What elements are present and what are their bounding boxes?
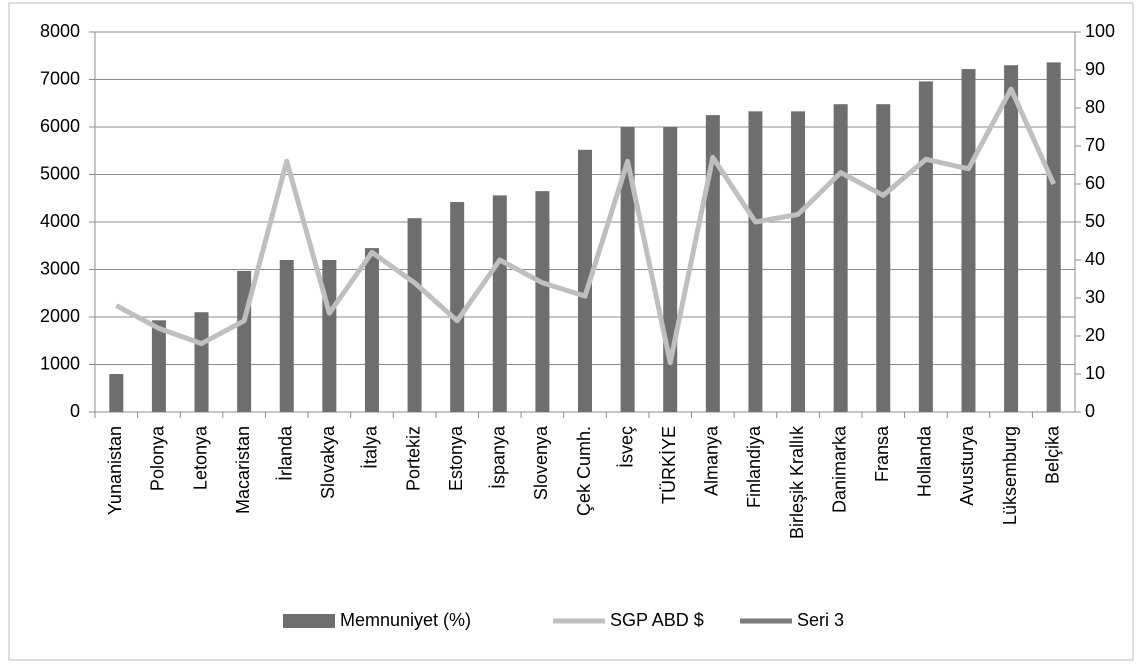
legend-swatch [283,614,335,628]
x-tick-label: Portekiz [403,426,423,491]
bar [279,260,294,412]
y2-tick-label: 90 [1085,59,1105,79]
bar [237,270,252,412]
bar [620,127,635,412]
bar [791,111,806,412]
bar [663,127,678,412]
y-tick-label: 7000 [40,68,80,88]
x-tick-label: Finlandiya [744,425,764,508]
legend-label: Memnuniyet (%) [340,610,471,630]
x-tick-label: Hollanda [915,425,935,497]
y2-tick-label: 20 [1085,325,1105,345]
bar [450,202,465,412]
y-tick-label: 2000 [40,306,80,326]
x-tick-label: Fransa [872,425,892,482]
x-tick-label: Danimarka [829,425,849,513]
y-tick-label: 5000 [40,163,80,183]
bar [705,115,720,412]
x-tick-label: Estonya [446,425,466,491]
bar [492,195,507,412]
x-tick-label: TÜRKİYE [659,426,679,504]
x-tick-label: Yunanistan [105,426,125,515]
bar [961,69,976,413]
y2-tick-label: 50 [1085,211,1105,231]
y2-tick-label: 0 [1085,401,1095,421]
y2-tick-label: 30 [1085,287,1105,307]
x-tick-label: İtalya [361,425,381,469]
x-tick-label: Avusturya [957,425,977,506]
x-tick-label: Çek Cumh. [574,426,594,516]
y-tick-label: 3000 [40,258,80,278]
bar [407,218,422,412]
bar [364,248,379,412]
x-tick-label: Macaristan [233,426,253,514]
bar [833,104,848,412]
y2-tick-label: 70 [1085,135,1105,155]
bar [918,81,933,413]
y-tick-label: 4000 [40,211,80,231]
y-tick-label: 1000 [40,353,80,373]
y2-tick-label: 40 [1085,249,1105,269]
bar [1004,65,1019,412]
x-tick-label: Almanya [702,425,722,496]
x-tick-label: Lüksemburg [1000,426,1020,525]
y2-tick-label: 10 [1085,363,1105,383]
bar [876,104,891,412]
x-tick-label: Belçika [1042,425,1062,484]
bar [535,191,550,412]
x-tick-label: Polonya [148,425,168,491]
bar [109,374,124,412]
bar [194,312,209,412]
x-tick-label: İspanya [489,425,509,489]
line [115,86,1056,366]
y-tick-label: 6000 [40,116,80,136]
y-tick-label: 0 [70,401,80,421]
bar [322,260,337,412]
bar [1046,62,1061,413]
x-tick-label: İrlanda [275,425,295,481]
x-tick-label: Letonya [190,425,210,490]
y2-tick-label: 60 [1085,173,1105,193]
y2-tick-label: 100 [1085,21,1115,41]
bar [151,320,166,412]
bar [748,111,763,412]
legend-label: SGP ABD $ [610,610,704,630]
legend-label: Seri 3 [797,610,844,630]
x-tick-label: Slovakya [318,425,338,499]
x-tick-label: Birleşik Krallık [787,425,807,539]
x-tick-label: Slovenya [531,425,551,500]
y2-tick-label: 80 [1085,97,1105,117]
y-tick-label: 8000 [40,21,80,41]
x-tick-label: İsveç [616,426,636,468]
bar [578,149,592,413]
